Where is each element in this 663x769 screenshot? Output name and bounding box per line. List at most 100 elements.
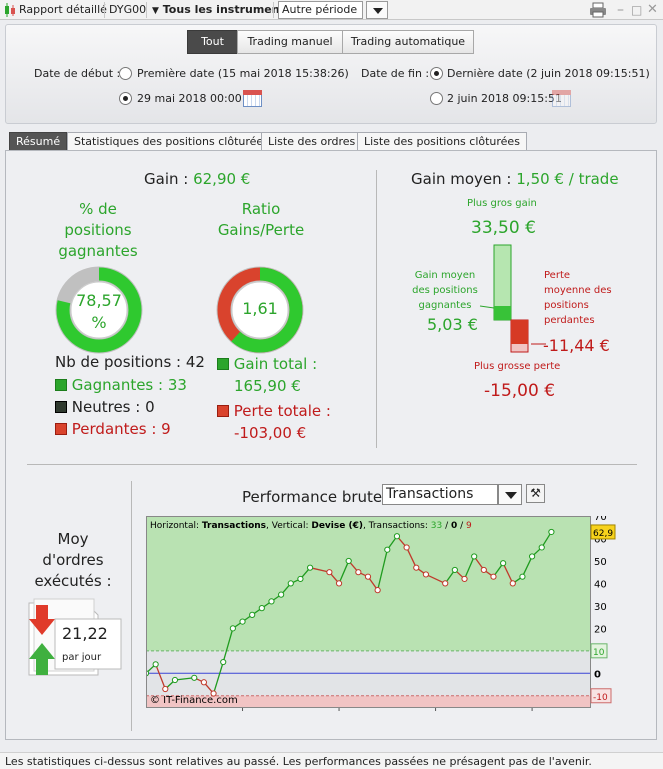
toolbar: Rapport détaillé DYG00 ▼ Tous les instru… xyxy=(0,0,663,20)
calendar-icon[interactable] xyxy=(243,90,262,107)
divider xyxy=(27,464,637,465)
orders-icon xyxy=(28,598,122,676)
orders-title-line: Moy xyxy=(57,530,89,548)
avg-loss-value: -11,44 € xyxy=(543,336,610,355)
start-custom-label: 29 mai 2018 00:00:00 xyxy=(137,92,260,105)
data-point xyxy=(258,605,265,612)
down-arrow-icon xyxy=(29,605,55,635)
period-panel: Tout Trading manuel Trading automatique … xyxy=(5,24,657,124)
last-value-badge xyxy=(590,524,616,540)
best-gain-value: 33,50 € xyxy=(471,218,536,238)
win-rate-title-line: % de xyxy=(79,200,117,218)
winning-count: Gagnantes : 33 xyxy=(55,376,187,394)
series-segment xyxy=(212,661,224,694)
y-tick-label: 50 xyxy=(594,557,607,568)
green-square-icon xyxy=(55,379,67,391)
avg-win-label: Gain moyen des positions gagnantes xyxy=(400,268,490,313)
start-first-label: Première date (15 mai 2018 15:38:26) xyxy=(137,67,349,80)
gain-total-label: Gain total : xyxy=(217,355,317,373)
info-mid2: , Transactions: xyxy=(363,521,431,531)
chart-negative-zone xyxy=(146,695,590,707)
y-tick-label: 60 xyxy=(594,534,607,545)
neutral-count: Neutres : 0 xyxy=(55,398,155,416)
avg-win-pointer xyxy=(479,305,495,309)
minimize-icon[interactable]: – xyxy=(617,2,624,18)
win-rate-title-line: gagnantes xyxy=(58,242,138,260)
data-point xyxy=(413,564,420,571)
upper-band-badge xyxy=(590,643,608,659)
disclaimer-footer: Les statistiques ci-dessus sont relative… xyxy=(0,752,663,769)
series-segment xyxy=(502,562,514,584)
divider xyxy=(131,481,132,731)
account-button[interactable]: DYG00 xyxy=(109,3,147,16)
performance-select[interactable]: Transactions xyxy=(382,484,498,505)
ratio-title-line: Gains/Perte xyxy=(217,221,305,239)
green-square-icon xyxy=(217,358,229,370)
positions-count: Nb de positions : 42 xyxy=(55,353,205,371)
y-tick-label: 20 xyxy=(594,624,607,635)
instruments-button[interactable]: ▼ Tous les instruments xyxy=(152,0,291,20)
calendar-icon[interactable] xyxy=(552,90,571,107)
data-point xyxy=(471,553,478,560)
data-point xyxy=(171,676,179,684)
avg-loss-bar xyxy=(511,320,528,344)
series-segment xyxy=(155,664,166,690)
dark-square-icon xyxy=(55,401,67,413)
orders-title-line: exécutés : xyxy=(34,572,112,590)
performance-dropdown-button[interactable] xyxy=(498,484,522,505)
maximize-icon[interactable]: □ xyxy=(631,3,643,17)
avg-gain-label: Gain moyen : xyxy=(411,170,512,188)
dropdown-arrow-icon: ▼ xyxy=(152,6,159,16)
red-square-icon xyxy=(55,423,67,435)
candlestick-icon xyxy=(5,3,15,17)
series-segment xyxy=(463,556,475,580)
report-button[interactable]: Rapport détaillé xyxy=(19,3,107,16)
data-point xyxy=(345,557,352,565)
printer-icon[interactable] xyxy=(589,2,607,18)
tab-summary[interactable]: Résumé xyxy=(9,132,68,151)
period-dropdown-button[interactable] xyxy=(366,1,388,19)
last-value-label: 62,9 xyxy=(593,529,613,539)
ratio-donut xyxy=(216,266,304,354)
series-segment xyxy=(338,560,350,584)
y-tick-label: 40 xyxy=(594,579,607,590)
data-point xyxy=(210,690,217,697)
tab-manual-trading[interactable]: Trading manuel xyxy=(237,30,343,54)
chart-positive-zone xyxy=(146,516,590,651)
tab-closed-positions[interactable]: Liste des positions clôturées xyxy=(357,132,527,151)
tab-all[interactable]: Tout xyxy=(187,30,238,54)
avg-gain-heading: Gain moyen : 1,50 € / trade xyxy=(411,170,619,188)
wrench-icon[interactable]: ⚒ xyxy=(526,484,545,503)
data-point xyxy=(287,580,294,587)
performance-title: Performance brute xyxy=(242,488,383,506)
end-last-radio[interactable] xyxy=(430,67,443,80)
series-segment xyxy=(174,677,195,681)
start-custom-radio[interactable] xyxy=(119,92,132,105)
data-point xyxy=(278,591,285,598)
upper-band-label: 10 xyxy=(593,648,605,658)
ratio-title-line: Ratio xyxy=(241,200,281,218)
data-point xyxy=(528,553,536,560)
loss-total-value: -103,00 € xyxy=(234,424,307,442)
gain-heading: Gain : 62,90 € xyxy=(144,170,250,188)
tab-auto-trading[interactable]: Trading automatique xyxy=(342,30,474,54)
start-first-radio[interactable] xyxy=(119,67,132,80)
data-point xyxy=(229,625,236,632)
end-custom-radio[interactable] xyxy=(430,92,443,105)
losing-count-label: Perdantes : 9 xyxy=(71,420,171,438)
avg-loss-label-line: perdantes xyxy=(544,315,595,326)
losing-count: Perdantes : 9 xyxy=(55,420,171,438)
period-select[interactable]: Autre période xyxy=(278,1,363,19)
y-tick-label: 70 xyxy=(594,516,607,523)
data-point xyxy=(191,674,198,681)
tab-closed-stats[interactable]: Statistiques des positions clôturées xyxy=(67,132,276,151)
tab-orders[interactable]: Liste des ordres xyxy=(261,132,363,151)
y-tick-label: 0 xyxy=(594,669,601,680)
info-vertical: Devise (€) xyxy=(311,521,363,531)
close-icon[interactable]: ✕ xyxy=(647,2,658,17)
start-date-label: Date de début : xyxy=(34,67,121,80)
data-point xyxy=(393,533,401,540)
data-point xyxy=(500,560,507,567)
gain-total-value: 165,90 € xyxy=(234,377,301,395)
worst-loss-value: -15,00 € xyxy=(484,381,556,401)
